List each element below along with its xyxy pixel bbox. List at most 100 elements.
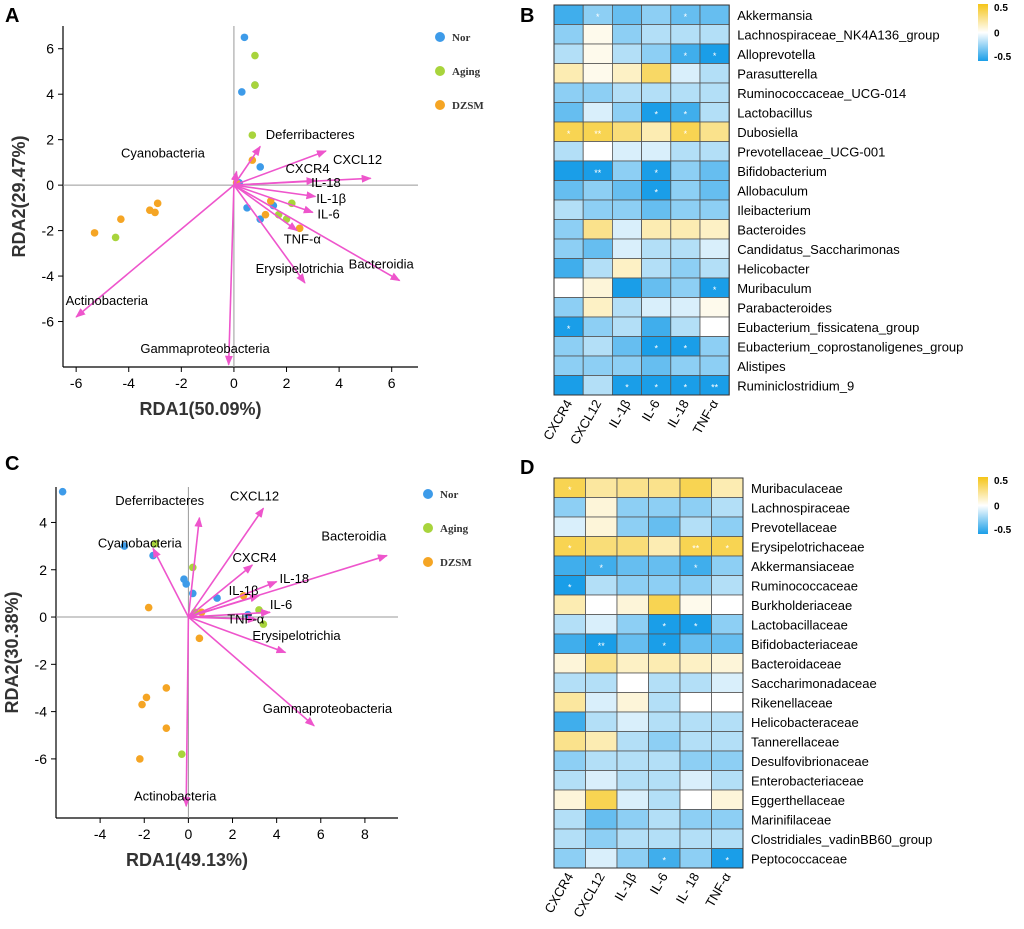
y-tick-label: 0 [39, 609, 47, 625]
heatmap-cell [711, 633, 744, 654]
row-label: Muribaculaceae [751, 481, 843, 496]
heatmap-cell [553, 219, 584, 240]
arrow-label: Deferribacteres [266, 127, 355, 142]
heatmap-cell [612, 316, 643, 337]
significance-star: * [684, 343, 688, 353]
heatmap-cell [641, 24, 672, 45]
heatmap-cell [670, 238, 701, 259]
x-tick-label: -4 [94, 826, 107, 842]
heatmap-cell [553, 238, 584, 259]
heatmap-cell [612, 63, 643, 84]
arrow-label: Bacteroidia [321, 529, 387, 544]
arrow-label: Actinobacteria [134, 789, 217, 804]
colorbar [978, 477, 988, 534]
significance-star: * [596, 12, 600, 22]
heatmap-cell [711, 516, 744, 537]
row-label: Parabacteroides [737, 300, 832, 315]
scatter-point-dzsm [261, 210, 270, 219]
row-label: Eubacterium_fissicatena_group [737, 320, 919, 335]
heatmap-cell [648, 731, 681, 752]
heatmap-cell [612, 43, 643, 64]
biplot-arrow [187, 616, 315, 727]
heatmap-cell [616, 555, 649, 576]
significance-star: * [654, 109, 658, 119]
y-tick-label: -2 [35, 656, 48, 672]
row-label: Ruminococcaceae [751, 578, 858, 593]
row-label: Ruminococcaceae_UCG-014 [737, 86, 906, 101]
row-label: Lachnospiraceae_NK4A136_group [737, 27, 939, 42]
heatmap-cell [699, 102, 730, 123]
significance-star: * [662, 621, 666, 631]
heatmap-d: Muribaculaceae Lachnospiraceae Prevotellac… [541, 476, 1011, 920]
heatmap-cell [641, 199, 672, 220]
heatmap-cell [553, 160, 584, 181]
scatter-point-aging [111, 233, 120, 242]
biplot-arrow [188, 608, 272, 618]
heatmap-cell [670, 63, 701, 84]
heatmap-cell [585, 594, 618, 615]
heatmap-cell [553, 180, 584, 201]
heatmap-cell [582, 277, 613, 298]
row-label: Lachnospiraceae [751, 500, 850, 515]
heatmap-cell [641, 43, 672, 64]
significance-star: ** [711, 382, 719, 392]
heatmap-cell [612, 297, 643, 318]
heatmap-cell [641, 4, 672, 25]
arrow-label: Cyanobacteria [121, 145, 206, 160]
heatmap-cell [711, 672, 744, 693]
heatmap-cell [612, 258, 643, 279]
heatmap-cell [616, 516, 649, 537]
biplot-arrow [187, 564, 254, 618]
arrow-label: TNF-α [227, 611, 265, 626]
biplot-arrow [187, 516, 203, 618]
biplot-arrow [152, 547, 190, 618]
y-tick-label: 2 [46, 132, 54, 148]
heatmap-cell [553, 497, 586, 518]
heatmap-cell [612, 82, 643, 103]
scatter-point-aging [189, 563, 197, 572]
heatmap-cell [612, 219, 643, 240]
arrow-label: IL-18 [311, 175, 341, 190]
heatmap-cell [585, 809, 618, 830]
heatmap-cell [585, 770, 618, 791]
legend-marker-aging [435, 66, 445, 76]
heatmap-cell [612, 180, 643, 201]
heatmap-cell [699, 160, 730, 181]
heatmap-cell [612, 160, 643, 181]
column-label: IL-1β [606, 397, 634, 430]
row-label: Muribaculum [737, 281, 811, 296]
heatmap-cell [641, 297, 672, 318]
heatmap-cell [582, 141, 613, 162]
row-label: Alloprevotella [737, 47, 816, 62]
heatmap-cell [582, 258, 613, 279]
row-label: Akkermansiaceae [751, 559, 854, 574]
significance-star: * [568, 582, 572, 592]
heatmap-cell [612, 336, 643, 357]
heatmap-cell [699, 297, 730, 318]
significance-star: * [684, 129, 688, 139]
significance-star: ** [692, 543, 700, 553]
heatmap-cell [679, 770, 712, 791]
heatmap-cell [553, 633, 586, 654]
heatmap-cell [553, 770, 586, 791]
arrow-label: CXCR4 [233, 550, 277, 565]
row-label: Tannerellaceae [751, 734, 839, 749]
column-label: IL-6 [639, 397, 663, 424]
scatter-point-dzsm [162, 684, 171, 692]
heatmap-cell [616, 497, 649, 518]
heatmap-cell [553, 141, 584, 162]
heatmap-cell [553, 750, 586, 771]
heatmap-cell [699, 4, 730, 25]
heatmap-cell [670, 141, 701, 162]
heatmap-cell [679, 789, 712, 810]
significance-star: ** [598, 641, 606, 651]
biplot-arrow [233, 184, 298, 232]
heatmap-cell [711, 575, 744, 596]
heatmap-cell [553, 594, 586, 615]
heatmap-cell [553, 711, 586, 732]
heatmap-cell [612, 355, 643, 376]
heatmap-cell [641, 258, 672, 279]
heatmap-cell [553, 199, 584, 220]
heatmap-cell [641, 63, 672, 84]
rda-chart-c: -4 -2 0 2 4 6 8 -6 -4 -2 0 2 4 RDA1(49.13%) RDA2(30.38… [2, 487, 472, 870]
